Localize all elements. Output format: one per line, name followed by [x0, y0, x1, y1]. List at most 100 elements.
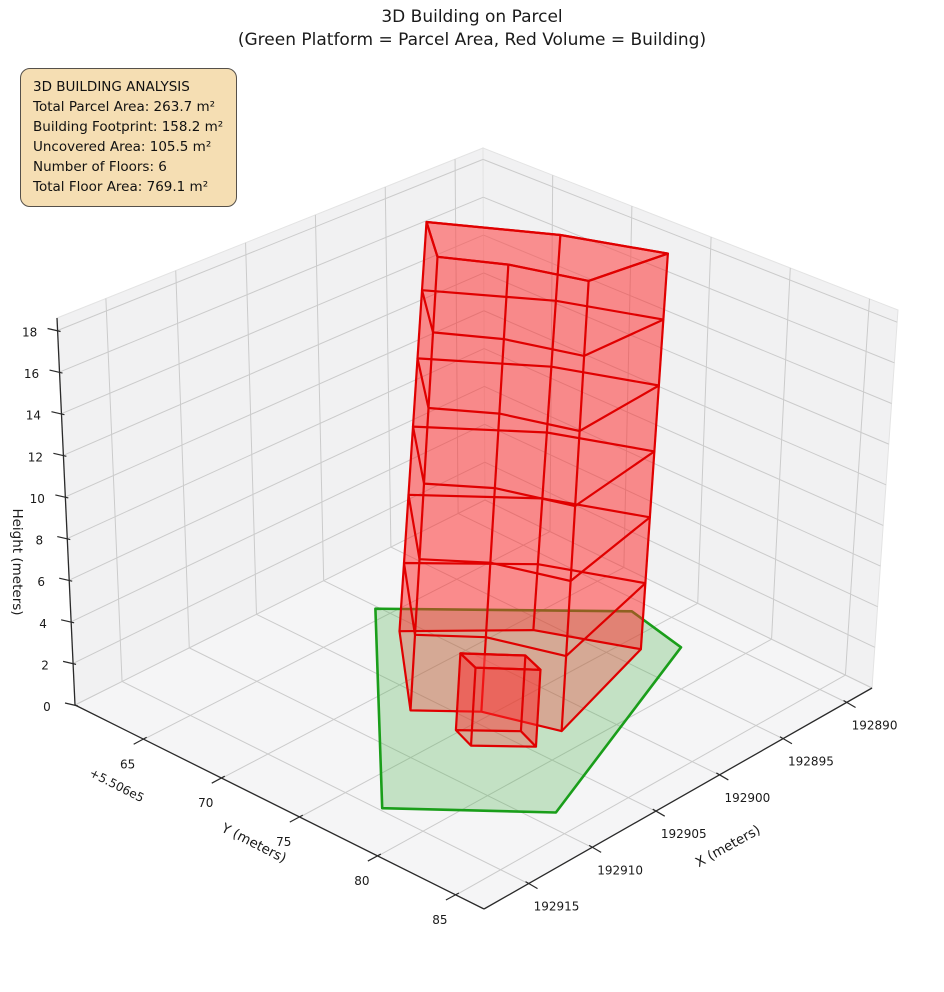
- grid-line: [57, 158, 484, 331]
- x-tick-label: 192890: [852, 718, 898, 732]
- building-tower: [398, 220, 670, 733]
- z-tick-label: 2: [41, 658, 49, 672]
- building-vertical-edge: [469, 667, 477, 746]
- x-tick-label: 192900: [724, 791, 770, 805]
- grid-line: [299, 602, 698, 818]
- grid-line: [483, 196, 895, 364]
- x-axis-line: [483, 687, 873, 910]
- tick-mark: [51, 411, 65, 416]
- z-tick-label: 10: [30, 492, 45, 506]
- tick-mark: [652, 808, 666, 817]
- grid-line: [377, 638, 772, 857]
- building-side-face: [520, 655, 541, 747]
- grid-line: [65, 310, 485, 498]
- grid-line: [70, 423, 485, 623]
- y-axis-offset-label: +5.506e5: [87, 766, 146, 805]
- parcel-polygon: [374, 607, 683, 814]
- tick-mark: [47, 327, 61, 333]
- grid-line: [482, 158, 898, 323]
- building-vertical-edge: [532, 234, 562, 631]
- tick-mark: [53, 452, 67, 457]
- building-vertical-edge: [480, 264, 510, 712]
- z-tick-label: 8: [35, 534, 43, 548]
- building-side-face: [455, 653, 476, 746]
- grid-line: [454, 159, 459, 514]
- grid-line: [221, 567, 625, 779]
- tick-mark: [843, 699, 856, 709]
- z-tick-label: 4: [39, 617, 47, 631]
- z-tick-label: 18: [22, 325, 37, 339]
- tick-mark: [716, 772, 729, 781]
- tick-mark: [133, 736, 147, 745]
- x-tick-label: 192915: [534, 900, 580, 914]
- info-line-building-footprint: Building Footprint: 158.2 m²: [33, 119, 224, 135]
- tick-mark: [62, 660, 77, 665]
- tick-mark: [289, 814, 304, 823]
- grid-line: [844, 298, 870, 676]
- info-line-number-of-floors: Number of Floors: 6: [33, 159, 167, 175]
- grid-line: [484, 385, 881, 567]
- z-tick-label: 12: [28, 450, 43, 464]
- info-line-parcel-area: Total Parcel Area: 263.7 m²: [33, 99, 216, 115]
- tick-mark: [59, 577, 73, 582]
- tick-mark: [367, 853, 382, 862]
- grid-line: [314, 214, 325, 581]
- grid-line: [484, 461, 876, 648]
- tick-mark: [211, 775, 226, 784]
- z-axis-line: [56, 317, 76, 706]
- grid-line: [67, 348, 485, 540]
- info-line-uncovered-area: Uncovered Area: 105.5 m²: [33, 139, 212, 155]
- building-vertical-edge: [560, 280, 590, 732]
- grid-line: [483, 234, 892, 404]
- z-tick-label: 0: [43, 700, 51, 714]
- parcel-platform: [374, 607, 683, 814]
- y-tick-label: 80: [354, 874, 369, 888]
- building-vertical-edge: [398, 221, 428, 632]
- building-side-face: [471, 667, 541, 747]
- building-vertical-edge: [534, 669, 542, 747]
- grid-lines: [57, 158, 898, 896]
- x-tick-label: 192905: [661, 827, 707, 841]
- grid-line: [245, 242, 257, 615]
- grid-line: [175, 270, 190, 648]
- y-tick-label: 85: [432, 913, 447, 927]
- tick-mark: [445, 892, 460, 901]
- tick-mark: [57, 535, 71, 541]
- tick-mark: [49, 369, 63, 374]
- grid-line: [484, 423, 878, 608]
- tick-mark: [64, 702, 79, 707]
- z-tick-label: 14: [26, 409, 41, 423]
- tick-mark: [779, 736, 793, 745]
- y-tick-label: 65: [120, 757, 135, 771]
- z-tick-label: 6: [37, 575, 45, 589]
- building-side-face: [399, 222, 561, 632]
- grid-line: [455, 674, 846, 896]
- grid-line: [771, 267, 791, 640]
- y-tick-label: 70: [198, 796, 213, 810]
- x-tick-label: 192895: [788, 755, 834, 769]
- building-side-face: [399, 222, 438, 711]
- grid-line: [105, 298, 123, 682]
- x-tick-label: 192910: [597, 863, 643, 877]
- grid-line: [63, 272, 484, 456]
- analysis-info-box: 3D BUILDING ANALYSIS Total Parcel Area: …: [20, 68, 238, 207]
- building-annex: [454, 652, 542, 748]
- tick-mark: [525, 881, 538, 890]
- grid-line: [59, 196, 484, 373]
- z-tick-label: 16: [24, 367, 39, 381]
- chart-title: 3D Building on Parcel: [381, 7, 563, 27]
- grid-line: [484, 499, 873, 689]
- info-box-heading: 3D BUILDING ANALYSIS: [33, 79, 190, 95]
- grid-line: [143, 531, 551, 740]
- chart-subtitle: (Green Platform = Parcel Area, Red Volum…: [237, 30, 707, 50]
- grid-line: [697, 237, 712, 604]
- building-vertical-edge: [639, 253, 669, 650]
- tick-mark: [60, 619, 75, 624]
- grid-line: [74, 499, 486, 706]
- building-side-face: [410, 256, 509, 712]
- z-axis-title: Height (meters): [9, 508, 25, 615]
- grid-line: [384, 187, 392, 548]
- tick-mark: [55, 494, 69, 499]
